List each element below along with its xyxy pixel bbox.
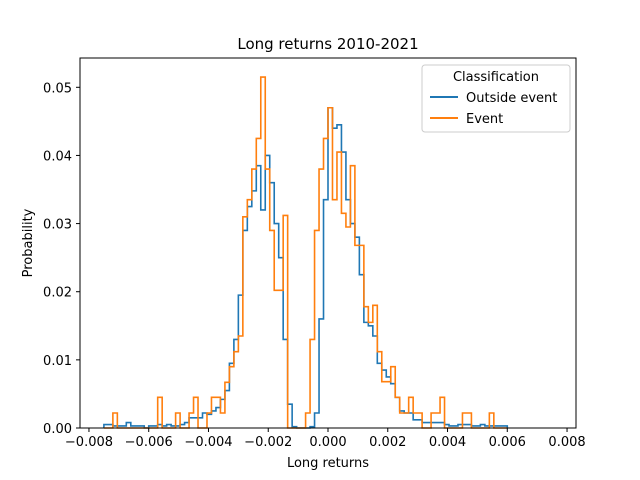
x-tick-label: 0.000	[309, 435, 346, 450]
y-tick-label: 0.02	[43, 286, 72, 301]
legend-title: Classification	[453, 70, 539, 85]
y-tick-label: 0.01	[43, 354, 72, 369]
y-tick-label: 0.04	[43, 149, 72, 164]
legend: Classification Outside event Event	[421, 64, 571, 133]
legend-box	[421, 64, 571, 133]
legend-label-outside-event: Outside event	[466, 91, 557, 106]
y-axis-label: Probability	[21, 208, 36, 277]
y-tick-label: 0.05	[43, 81, 72, 96]
y-tick-label: 0.03	[43, 218, 72, 233]
y-axis-ticks: 0.00 0.01 0.02 0.03 0.04 0.05	[43, 81, 80, 437]
x-tick-label: −0.008	[65, 435, 113, 450]
x-tick-label: 0.002	[369, 435, 406, 450]
x-tick-label: −0.004	[184, 435, 232, 450]
x-tick-label: −0.002	[244, 435, 292, 450]
y-tick-label: 0.00	[43, 422, 72, 437]
chart-title: Long returns 2010-2021	[237, 35, 418, 53]
x-axis-ticks: −0.008 −0.006 −0.004 −0.002 0.000 0.002 0.004 0…	[65, 428, 586, 450]
x-axis-label: Long returns	[287, 456, 369, 471]
x-tick-label: 0.004	[429, 435, 466, 450]
x-tick-label: −0.006	[125, 435, 173, 450]
x-tick-label: 0.006	[489, 435, 526, 450]
x-tick-label: 0.008	[548, 435, 585, 450]
legend-label-event: Event	[466, 112, 503, 127]
